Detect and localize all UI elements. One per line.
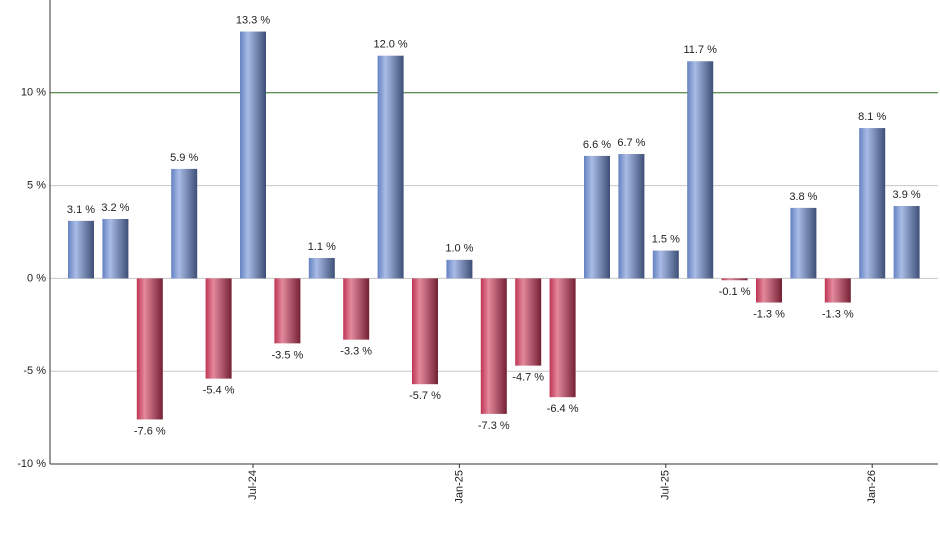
y-tick-label: -10 % — [17, 458, 46, 470]
bar — [446, 259, 473, 279]
y-tick-label: 10 % — [21, 87, 46, 99]
x-tick-label: Jul-24 — [247, 470, 259, 500]
x-tick-label: Jul-25 — [660, 470, 672, 500]
bar — [721, 278, 748, 281]
bar — [377, 55, 404, 279]
bar — [68, 220, 94, 279]
value-label: 3.1 % — [67, 204, 95, 216]
bar — [308, 257, 335, 279]
value-label: -5.4 % — [203, 385, 235, 397]
value-label: 3.9 % — [893, 189, 921, 201]
bar — [584, 155, 610, 279]
bar — [824, 278, 851, 303]
value-label: 1.5 % — [652, 233, 680, 245]
value-label: 3.8 % — [789, 191, 817, 203]
value-label: -1.3 % — [822, 308, 854, 320]
bar — [652, 250, 679, 279]
bar — [171, 168, 198, 279]
value-label: 8.1 % — [858, 111, 886, 123]
bar — [893, 206, 920, 279]
x-tick-label: Jan-26 — [866, 470, 878, 504]
y-tick-label: 5 % — [27, 180, 46, 192]
bar — [687, 61, 714, 279]
value-label: -0.1 % — [719, 286, 751, 298]
value-label: -1.3 % — [753, 308, 785, 320]
value-label: 1.1 % — [308, 241, 336, 253]
x-tick-label: Jan-25 — [453, 470, 465, 504]
bar — [274, 278, 301, 344]
value-label: -3.5 % — [272, 349, 304, 361]
bar — [205, 278, 232, 379]
y-tick-label: 0 % — [27, 272, 46, 284]
value-label: 1.0 % — [445, 243, 473, 255]
bar — [859, 128, 886, 279]
bar — [790, 207, 817, 279]
bar — [240, 31, 266, 279]
bar — [136, 278, 163, 420]
bar — [412, 278, 438, 385]
value-label: 6.6 % — [583, 139, 611, 151]
value-label: 5.9 % — [170, 152, 198, 164]
value-label: 11.7 % — [683, 44, 717, 56]
value-label: 3.2 % — [101, 202, 129, 214]
value-label: 12.0 % — [373, 39, 407, 51]
value-label: 6.7 % — [617, 137, 645, 149]
value-label: -7.6 % — [134, 425, 166, 437]
value-label: -5.7 % — [409, 390, 441, 402]
bar — [618, 154, 645, 279]
value-label: -3.3 % — [340, 346, 372, 358]
bar — [343, 278, 370, 340]
bar — [549, 278, 576, 398]
value-label: 13.3 % — [236, 14, 270, 26]
bar — [515, 278, 542, 366]
value-label: -7.3 % — [478, 420, 510, 432]
bar — [102, 219, 129, 279]
value-label: -6.4 % — [547, 403, 579, 415]
bar — [480, 278, 507, 414]
value-label: -4.7 % — [512, 372, 544, 384]
bar — [756, 278, 782, 303]
y-tick-label: -5 % — [23, 365, 46, 377]
